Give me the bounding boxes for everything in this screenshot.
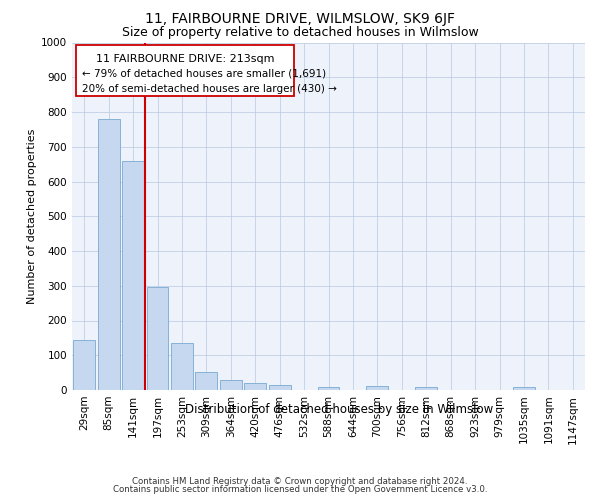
Text: 11 FAIRBOURNE DRIVE: 213sqm: 11 FAIRBOURNE DRIVE: 213sqm [96,54,274,64]
Text: Contains HM Land Registry data © Crown copyright and database right 2024.: Contains HM Land Registry data © Crown c… [132,477,468,486]
Bar [317,386,340,390]
Bar [244,383,266,390]
Bar [98,120,119,390]
Y-axis label: Number of detached properties: Number of detached properties [27,128,37,304]
Bar [513,386,535,390]
Bar [122,160,144,390]
Text: Distribution of detached houses by size in Wilmslow: Distribution of detached houses by size … [185,402,493,415]
Bar [196,372,217,390]
Text: Size of property relative to detached houses in Wilmslow: Size of property relative to detached ho… [122,26,478,39]
Bar [73,340,95,390]
Bar [76,45,294,96]
Text: 20% of semi-detached houses are larger (430) →: 20% of semi-detached houses are larger (… [82,84,337,94]
Text: Contains public sector information licensed under the Open Government Licence v3: Contains public sector information licen… [113,485,487,494]
Bar [171,343,193,390]
Bar [367,386,388,390]
Bar [415,387,437,390]
Bar [146,288,169,390]
Text: 11, FAIRBOURNE DRIVE, WILMSLOW, SK9 6JF: 11, FAIRBOURNE DRIVE, WILMSLOW, SK9 6JF [145,12,455,26]
Bar [220,380,242,390]
Text: ← 79% of detached houses are smaller (1,691): ← 79% of detached houses are smaller (1,… [82,68,326,78]
Bar [269,385,290,390]
